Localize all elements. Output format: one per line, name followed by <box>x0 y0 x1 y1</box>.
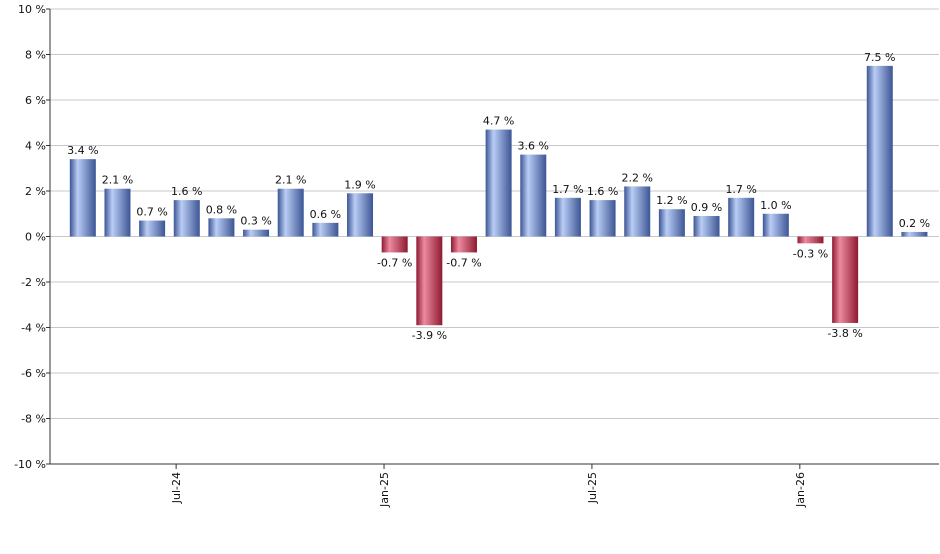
y-tick-label: -4 % <box>21 322 46 335</box>
bar-negative <box>381 236 408 253</box>
data-labels: 3.4 % 2.1 % 0.7 % 1.6 % 0.8 %0.3 % 2.1 % 0.6 %… <box>67 51 930 342</box>
y-tick-label: -10 % <box>14 458 46 471</box>
bar-positive <box>589 200 616 237</box>
bar-value-label: 0.9 % <box>691 201 722 214</box>
bar-value-label: 2.2 % <box>621 171 652 184</box>
y-tick-label: -8 % <box>21 413 46 426</box>
bar-positive <box>658 209 685 237</box>
bar-value-label: 1.7 % <box>725 183 756 196</box>
bar-value-label: 0.6 % <box>310 208 341 221</box>
bar-positive <box>277 188 304 237</box>
x-tick-label: Jan-25 <box>378 472 391 508</box>
x-tick-label: Jul-25 <box>586 472 599 504</box>
bar-value-label: 1.9 % <box>344 178 375 191</box>
x-tick-label: Jul-24 <box>170 472 183 504</box>
bar-positive <box>901 231 928 237</box>
bar-positive <box>728 197 755 237</box>
bar-positive <box>485 129 512 237</box>
bar-value-label: 0.2 % <box>899 217 930 230</box>
bar-negative <box>416 236 443 326</box>
bar-positive <box>693 216 720 237</box>
axes <box>49 9 939 465</box>
x-tick-label: Jan-26 <box>794 472 807 508</box>
bar-positive <box>554 197 581 237</box>
bar-positive <box>208 218 235 237</box>
bar-positive <box>624 186 651 237</box>
x-axis-tick-labels: Jul-24 Jan-25 Jul-25 Jan-26 <box>170 464 807 508</box>
bar-value-label: 3.4 % <box>67 144 98 157</box>
bar-positive <box>866 65 893 237</box>
bar-positive <box>312 222 339 237</box>
bar-value-label: 1.6 % <box>171 185 202 198</box>
bar-value-label: 2.1 % <box>102 174 133 187</box>
bar-positive <box>762 213 789 237</box>
bar-value-label: 1.7 % <box>552 183 583 196</box>
bars <box>69 65 928 326</box>
y-axis-tick-labels: -10 % -8 % -6 % -4 % -2 % 0 % 2 % 4 % 6 % 8 % 10 % <box>14 3 46 471</box>
y-tick-label: 4 % <box>25 140 46 153</box>
bar-value-label: 1.0 % <box>760 199 791 212</box>
bar-value-label: 1.6 % <box>587 185 618 198</box>
bar-positive <box>104 188 131 237</box>
y-tick-label: 8 % <box>25 49 46 62</box>
bar-value-label: 7.5 % <box>864 51 895 64</box>
bar-positive <box>69 159 96 237</box>
bar-value-label: -0.7 % <box>446 256 481 269</box>
bar-value-label: 4.7 % <box>483 115 514 128</box>
bar-value-label: -0.3 % <box>793 247 828 260</box>
bar-value-label: 0.7 % <box>136 206 167 219</box>
bar-value-label: 0.8 % <box>206 203 237 216</box>
y-tick-label: 0 % <box>25 231 46 244</box>
y-tick-label: -2 % <box>21 276 46 289</box>
y-tick-label: 6 % <box>25 94 46 107</box>
bar-negative <box>450 236 477 253</box>
bar-negative <box>797 236 824 244</box>
y-tick-label: -6 % <box>21 367 46 380</box>
bar-value-label: 1.2 % <box>656 194 687 207</box>
bar-positive <box>520 154 547 237</box>
bar-positive <box>243 229 270 237</box>
bar-positive <box>173 200 200 237</box>
y-tick-label: 2 % <box>25 185 46 198</box>
bar-value-label: 3.6 % <box>518 140 549 153</box>
bar-value-label: -3.9 % <box>412 329 447 342</box>
bar-value-label: -0.7 % <box>377 256 412 269</box>
y-tick-label: 10 % <box>18 3 46 16</box>
bar-value-label: 2.1 % <box>275 174 306 187</box>
bar-positive <box>139 220 166 237</box>
bar-value-label: 0.3 % <box>240 215 271 228</box>
bar-negative <box>832 236 859 323</box>
bar-value-label: -3.8 % <box>827 327 862 340</box>
bar-positive <box>347 193 374 237</box>
